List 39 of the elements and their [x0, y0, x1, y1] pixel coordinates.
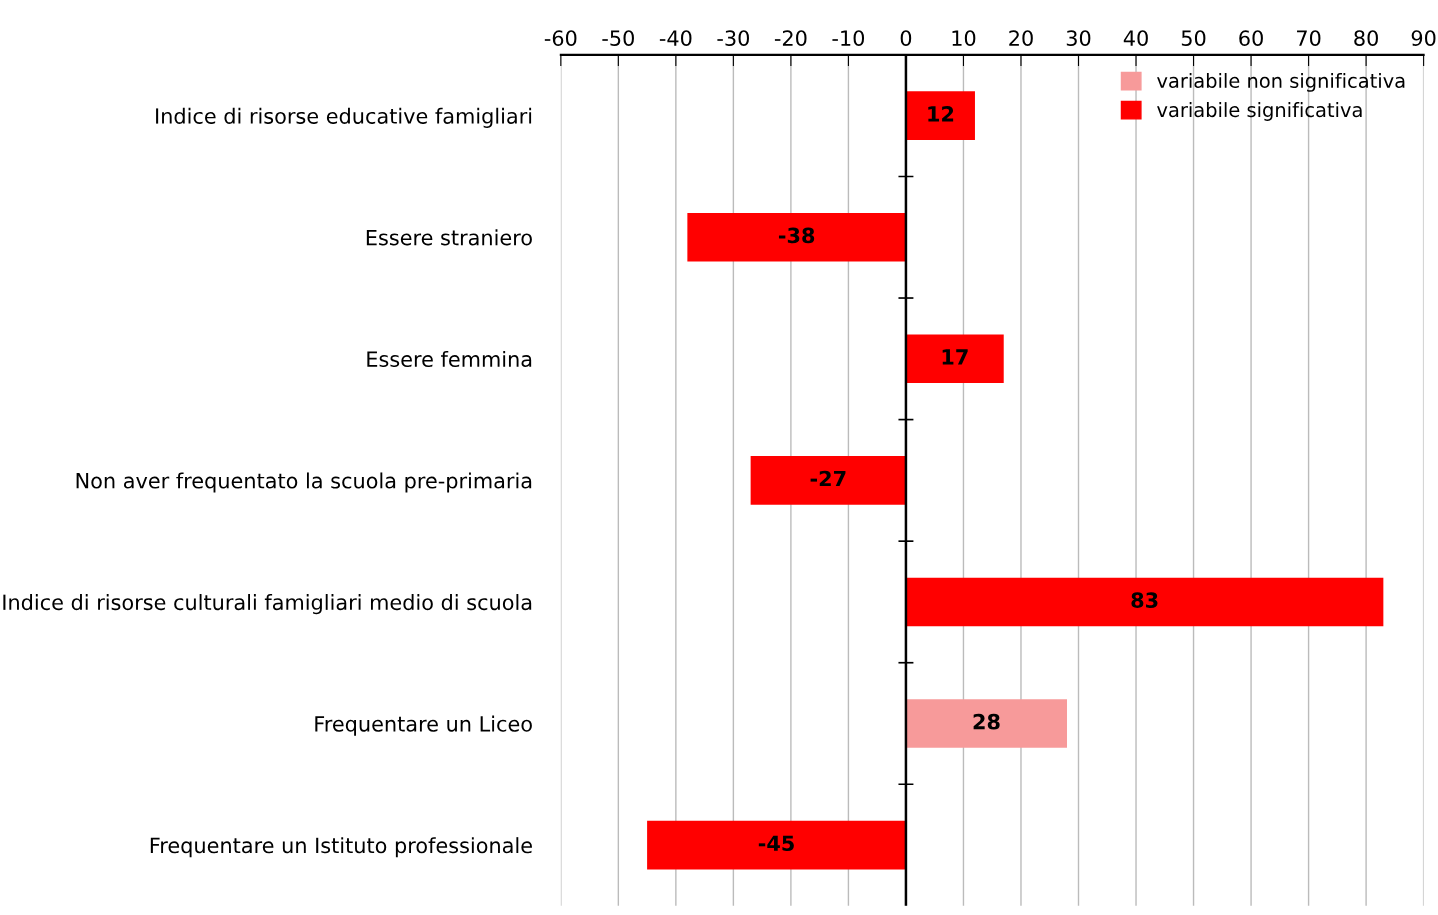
- y-tick-label: Frequentare un Istituto professionale: [150, 837, 532, 858]
- data-label: 83: [1131, 592, 1158, 608]
- x-tick-label: -50: [602, 30, 634, 46]
- data-label: 17: [942, 349, 968, 365]
- x-tick-label: -20: [774, 30, 807, 46]
- data-label: 12: [928, 105, 954, 122]
- data-label: -45: [758, 835, 794, 852]
- legend-label: variabile non significativa: [1157, 72, 1405, 92]
- x-tick-label: 0: [900, 30, 912, 46]
- bar: [905, 577, 1384, 627]
- x-tick-label: 80: [1354, 30, 1378, 46]
- y-tick-label: Essere straniero: [366, 229, 532, 246]
- y-tick-label: Indice di risorse educative famigliari: [156, 107, 532, 128]
- x-tick-label: -60: [544, 30, 577, 46]
- x-tick-label: 30: [1066, 30, 1091, 46]
- y-tick-label: Frequentare un Liceo: [315, 715, 532, 736]
- bar: [905, 699, 1067, 748]
- x-tick-label: -40: [659, 30, 692, 46]
- x-tick-label: 10: [952, 30, 976, 46]
- data-label: -27: [810, 470, 846, 487]
- x-tick-label: -30: [717, 30, 750, 46]
- bar: [687, 212, 906, 262]
- x-tick-label: -10: [832, 30, 865, 46]
- x-tick-label: 40: [1123, 30, 1148, 46]
- bar: [905, 91, 975, 140]
- y-tick-label: Non aver frequentato la scuola pre-primaria: [76, 472, 532, 493]
- x-tick-label: 70: [1297, 30, 1321, 46]
- bar: [905, 334, 1004, 384]
- x-tick-label: 50: [1181, 30, 1206, 46]
- y-tick-label: Essere femmina: [367, 350, 532, 368]
- y-tick-label: Indice di risorse culturali famigliari medio di scuola: [3, 594, 532, 615]
- data-label: -38: [778, 227, 815, 244]
- bar: [750, 456, 906, 505]
- legend-label: variabile significativa: [1157, 102, 1362, 121]
- x-tick-label: 60: [1239, 30, 1263, 46]
- data-label: 28: [973, 713, 1000, 730]
- x-tick-label: 20: [1009, 30, 1033, 46]
- x-tick-label: 90: [1411, 30, 1436, 46]
- bar: [647, 820, 906, 870]
